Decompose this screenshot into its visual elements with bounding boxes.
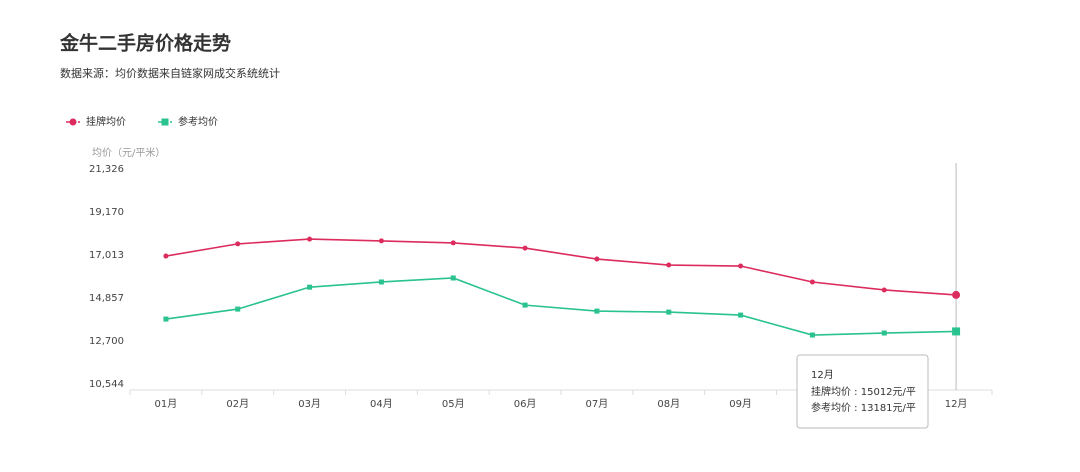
x-tick-label: 08月 xyxy=(657,398,680,410)
y-tick-label: 21,326 xyxy=(89,164,124,175)
point xyxy=(881,330,887,336)
x-tick-label: 05月 xyxy=(442,398,465,410)
point xyxy=(809,279,815,285)
point xyxy=(952,290,961,299)
point xyxy=(881,287,887,293)
point xyxy=(522,302,528,308)
x-tick-label: 09月 xyxy=(729,398,752,410)
y-axis-label: 均价（元/平米） xyxy=(92,146,165,159)
chart-title: 金牛二手房价格走势 xyxy=(59,32,231,55)
point xyxy=(307,236,313,242)
chart-subtitle: 数据来源：均价数据来自链家网成交系统统计 xyxy=(60,66,280,80)
y-tick-label: 10,544 xyxy=(89,379,124,390)
y-tick-label: 19,170 xyxy=(89,207,124,218)
tooltip-line: 挂牌均价 : 15012元/平 xyxy=(811,385,916,398)
point xyxy=(666,309,672,315)
x-tick-label: 12月 xyxy=(945,398,968,410)
point xyxy=(161,118,169,126)
point xyxy=(378,279,384,285)
series-line xyxy=(165,277,957,336)
point xyxy=(307,284,313,290)
point xyxy=(738,263,744,269)
x-tick-label: 02月 xyxy=(226,398,249,410)
point xyxy=(69,118,77,126)
point xyxy=(594,256,600,262)
x-tick-label: 06月 xyxy=(514,398,537,410)
point xyxy=(450,275,456,281)
x-tick-label: 03月 xyxy=(298,398,321,410)
legend-label: 参考均价 xyxy=(178,115,218,128)
y-tick-label: 12,700 xyxy=(89,336,124,347)
x-tick-label: 07月 xyxy=(586,398,609,410)
x-tick-label: 04月 xyxy=(370,398,393,410)
x-tick-label: 01月 xyxy=(155,398,178,410)
point xyxy=(235,241,241,247)
point xyxy=(594,308,600,314)
legend-label: 挂牌均价 xyxy=(86,115,126,128)
y-tick-label: 17,013 xyxy=(89,250,124,261)
point xyxy=(952,327,961,336)
point xyxy=(450,240,456,246)
point xyxy=(738,312,744,318)
series-line xyxy=(165,238,957,296)
point xyxy=(163,316,169,322)
point xyxy=(522,245,528,251)
tooltip-box xyxy=(796,354,929,429)
point xyxy=(666,262,672,268)
point xyxy=(163,253,169,259)
point xyxy=(809,332,815,338)
tooltip-line: 参考均价 : 13181元/平 xyxy=(811,401,916,414)
point xyxy=(235,306,241,312)
y-tick-label: 14,857 xyxy=(89,293,124,304)
tooltip-title: 12月 xyxy=(811,369,834,381)
point xyxy=(378,238,384,244)
